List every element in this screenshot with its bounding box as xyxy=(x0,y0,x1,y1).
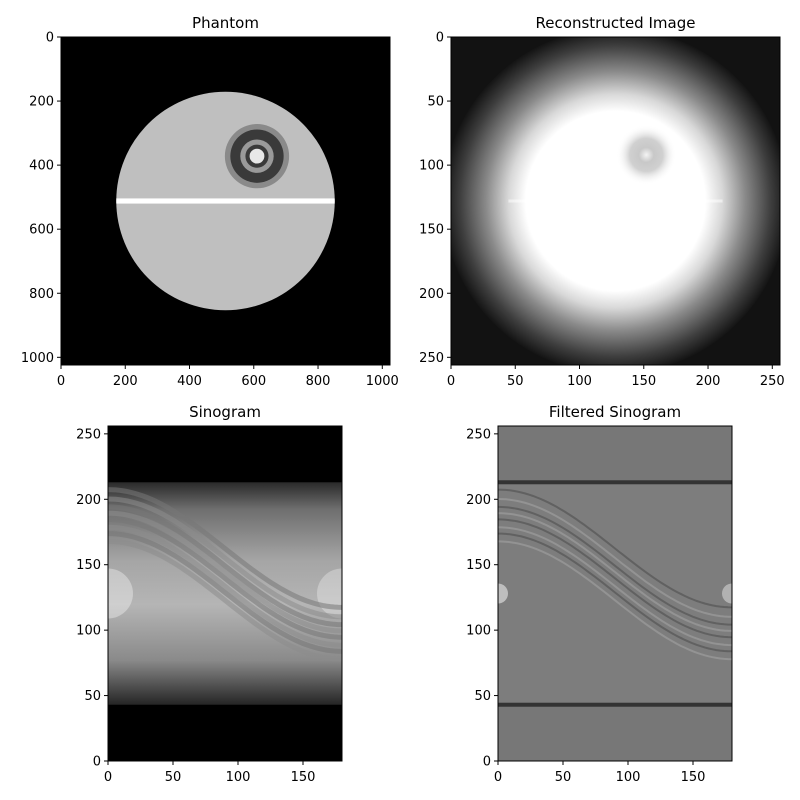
filtered-curve-6 xyxy=(498,498,732,618)
reconstructed-ytick-label: 250 xyxy=(419,351,444,366)
sinogram-ytick-label: 0 xyxy=(93,755,101,770)
sinogram-image xyxy=(108,426,342,761)
filtered-ytick-label: 100 xyxy=(466,624,491,639)
phantom-image xyxy=(61,37,390,365)
filtered-edge-top xyxy=(498,480,732,485)
phantom-xtick-label: 1000 xyxy=(366,374,399,389)
filtered-curve-1 xyxy=(498,532,732,653)
phantom-ytick-label: 400 xyxy=(29,159,54,174)
reconstructed-xtick-label: 200 xyxy=(696,374,721,389)
sinogram-curve-2 xyxy=(108,524,342,648)
reconstructed-ytick-label: 50 xyxy=(427,95,444,110)
phantom-xtick-label: 800 xyxy=(306,374,331,389)
filtered-ytick-label: 50 xyxy=(474,689,491,704)
reconstructed-title: Reconstructed Image xyxy=(536,14,696,32)
filtered-image xyxy=(498,426,732,761)
phantom-frame xyxy=(60,36,391,366)
filtered-glow-right xyxy=(722,583,732,604)
sinogram-ytick-label: 150 xyxy=(76,558,101,573)
sinogram-curve-5 xyxy=(108,504,342,628)
reconstructed-ytick-label: 200 xyxy=(419,287,444,302)
filtered-glow-left xyxy=(498,583,508,604)
sinogram-xtick-label: 150 xyxy=(291,770,316,785)
sinogram-xtick-label: 100 xyxy=(226,770,251,785)
phantom-xtick-label: 200 xyxy=(113,374,138,389)
filtered-frame xyxy=(497,425,733,762)
sinogram-xtick-label: 50 xyxy=(165,770,182,785)
sinogram-xtick-label: 0 xyxy=(104,770,112,785)
reconstructed-ytick-label: 100 xyxy=(419,159,444,174)
reconstructed-frame xyxy=(450,36,781,366)
sinogram-curve-0 xyxy=(108,538,342,662)
filtered-xtick-label: 150 xyxy=(681,770,706,785)
phantom-ytick-label: 600 xyxy=(29,223,54,238)
reconstructed-ytick-label: 150 xyxy=(419,223,444,238)
filtered-sinogram-panel: Filtered Sinogram 0 50 100 150 0 50 100 150 200 25… xyxy=(466,403,733,785)
sinogram-curve-4 xyxy=(108,510,342,634)
phantom-xtick-label: 400 xyxy=(177,374,202,389)
sinogram-title: Sinogram xyxy=(189,403,261,421)
reconstructed-xtick-label: 50 xyxy=(507,374,524,389)
filtered-edge-bottom xyxy=(498,702,732,707)
reconstructed-xtick-label: 250 xyxy=(760,374,785,389)
filtered-xtick-label: 0 xyxy=(494,770,502,785)
filtered-ytick-label: 250 xyxy=(466,427,491,442)
sinogram-curve-7 xyxy=(108,487,342,610)
filtered-title: Filtered Sinogram xyxy=(549,403,681,421)
phantom-ring-4 xyxy=(249,148,265,164)
filtered-curve-4 xyxy=(498,512,732,632)
filtered-ytick-label: 0 xyxy=(483,755,491,770)
filtered-xtick-label: 50 xyxy=(555,770,572,785)
filtered-ytick-label: 150 xyxy=(466,558,491,573)
filtered-curve-7 xyxy=(498,488,732,609)
sinogram-ytick-label: 200 xyxy=(76,493,101,508)
filtered-xtick-label: 100 xyxy=(616,770,641,785)
filtered-ytick-label: 200 xyxy=(466,493,491,508)
filtered-curve-5 xyxy=(498,505,732,626)
phantom-ytick-label: 200 xyxy=(29,95,54,110)
sinogram-ytick-label: 250 xyxy=(76,427,101,442)
filtered-curve-2 xyxy=(498,526,732,647)
phantom-ytick-label: 1000 xyxy=(21,351,54,366)
recon-band xyxy=(508,199,723,203)
sinogram-frame xyxy=(107,425,343,762)
reconstructed-image xyxy=(451,37,780,365)
phantom-ytick-label: 0 xyxy=(46,31,54,46)
sinogram-curve-1 xyxy=(108,531,342,654)
reconstructed-xtick-label: 100 xyxy=(567,374,592,389)
sinogram-glow-left xyxy=(108,568,133,619)
reconstructed-xtick-label: 0 xyxy=(447,374,455,389)
reconstructed-ytick-label: 0 xyxy=(436,31,444,46)
filtered-curve-3 xyxy=(498,518,732,639)
sinogram-ytick-label: 50 xyxy=(84,689,101,704)
phantom-xtick-label: 0 xyxy=(57,374,65,389)
recon-feature xyxy=(616,124,677,185)
phantom-band xyxy=(116,198,335,204)
filtered-curve-0 xyxy=(498,540,732,661)
phantom-ytick-label: 800 xyxy=(29,287,54,302)
phantom-xtick-label: 600 xyxy=(241,374,266,389)
reconstructed-xtick-label: 150 xyxy=(631,374,656,389)
sinogram-ytick-label: 100 xyxy=(76,624,101,639)
sinogram-curve-6 xyxy=(108,496,342,620)
sinogram-curve-3 xyxy=(108,516,342,640)
sinogram-panel: Sinogram 0 50 100 150 0 50 100 150 200 250 xyxy=(76,403,343,785)
phantom-title: Phantom xyxy=(192,14,259,32)
